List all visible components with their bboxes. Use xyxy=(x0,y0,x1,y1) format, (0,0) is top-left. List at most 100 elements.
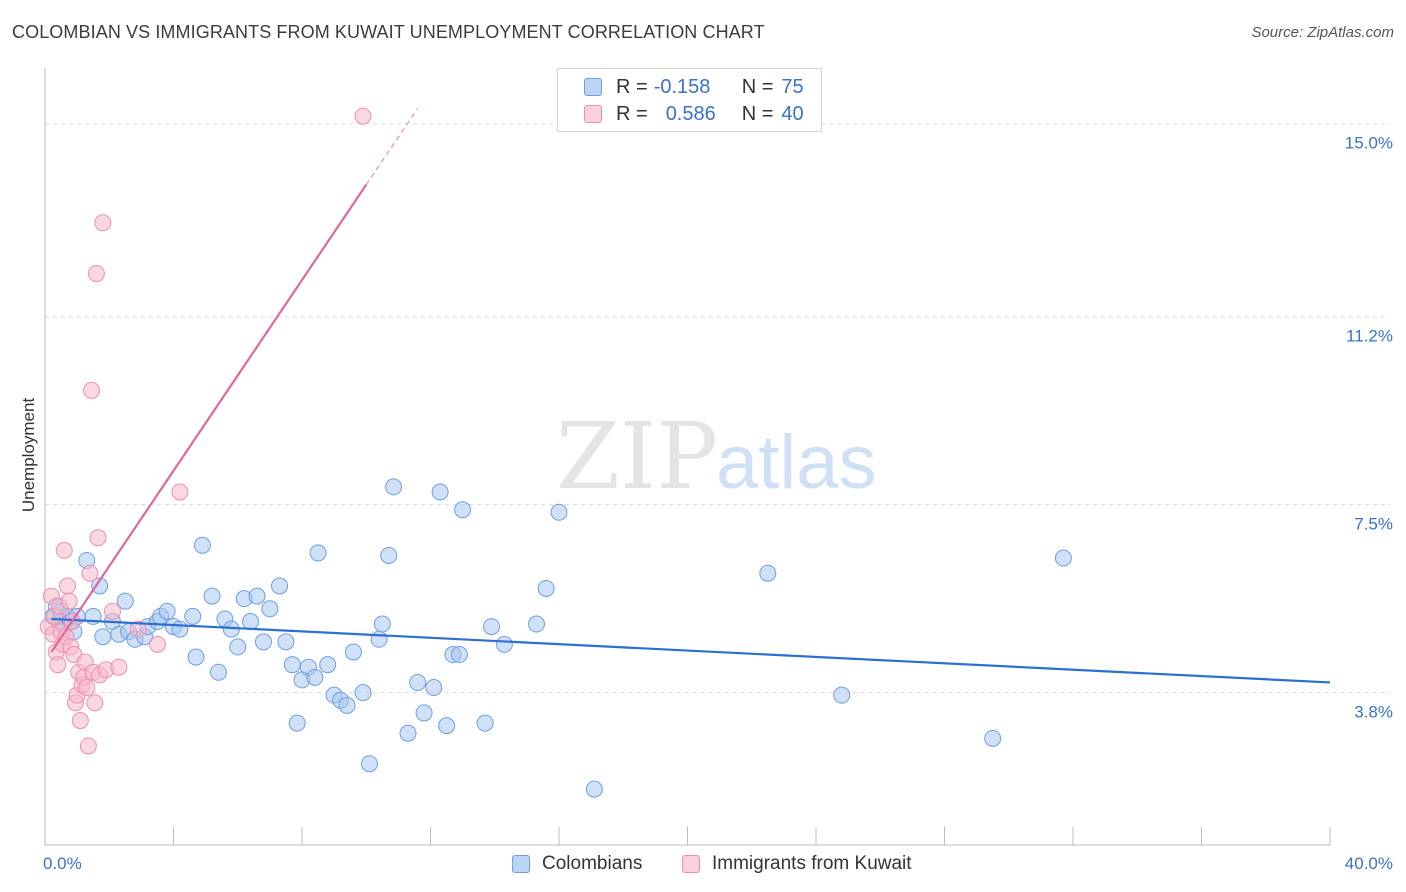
watermark: ZIP atlas xyxy=(556,403,877,510)
kuwait-point xyxy=(60,592,78,610)
colombian-point xyxy=(288,714,306,732)
colombian-point xyxy=(1054,549,1072,567)
colombian-point xyxy=(370,630,388,648)
colombian-point xyxy=(261,600,279,618)
kuwait-point xyxy=(86,694,104,712)
legend-r-label: R = xyxy=(616,102,648,125)
colombian-point xyxy=(229,638,247,656)
kuwait-point xyxy=(110,658,128,676)
bottom-legend-kuwait: Immigrants from Kuwait xyxy=(682,851,912,877)
colombian-point xyxy=(344,643,362,661)
y-tick-label: 11.2% xyxy=(1346,327,1393,346)
colombian-point xyxy=(203,587,221,605)
colombian-point xyxy=(454,501,472,519)
x-tick-label-max: 40.0% xyxy=(1345,854,1393,873)
colombian-point xyxy=(373,615,391,633)
legend-row-colombians: R = -0.158 N = 75 xyxy=(584,75,804,99)
colombian-point xyxy=(833,686,851,704)
kuwait-trend-line xyxy=(50,184,368,653)
kuwait-point xyxy=(83,381,101,399)
colombian-point xyxy=(271,577,289,595)
kuwait-trend-extension xyxy=(365,108,419,186)
kuwait-point xyxy=(58,577,76,595)
legend-swatch-pink xyxy=(584,105,602,123)
colombian-point xyxy=(283,656,301,674)
colombian-point xyxy=(399,724,417,742)
colombian-point xyxy=(248,587,266,605)
colombian-point xyxy=(94,628,112,646)
colombian-point xyxy=(380,546,398,564)
bottom-legend-swatch-pink xyxy=(682,855,700,873)
watermark-zip: ZIP xyxy=(556,403,718,510)
colombian-point xyxy=(306,668,324,686)
colombian-point xyxy=(209,663,227,681)
colombian-point xyxy=(171,620,189,638)
x-tick-label-min: 0.0% xyxy=(43,854,82,873)
colombian-point xyxy=(438,717,456,735)
bottom-legend-colombians: Colombians xyxy=(512,851,642,877)
colombian-point xyxy=(242,613,260,631)
kuwait-point xyxy=(78,679,96,697)
colombian-point xyxy=(984,729,1002,747)
colombian-point xyxy=(483,618,501,636)
source-label: Source: ZipAtlas.com xyxy=(1251,24,1394,41)
kuwait-point xyxy=(94,214,112,232)
colombian-point xyxy=(309,544,327,562)
y-tick-label: 15.0% xyxy=(1345,134,1393,153)
kuwait-point xyxy=(79,737,97,755)
legend-swatch-blue xyxy=(584,78,602,96)
colombian-point xyxy=(585,780,603,798)
colombian-point xyxy=(91,577,109,595)
kuwait-point xyxy=(55,541,73,559)
colombian-point xyxy=(550,503,568,521)
kuwait-point xyxy=(103,602,121,620)
colombian-point xyxy=(116,592,134,610)
colombian-point xyxy=(425,679,443,697)
legend-n-value-kuwait: 40 xyxy=(781,102,804,125)
trend-lines xyxy=(50,108,1331,684)
colombian-trend-line xyxy=(51,617,1331,684)
series-points xyxy=(39,107,1072,798)
legend-row-kuwait: R = 0.586 N = 40 xyxy=(584,102,804,126)
colombian-point xyxy=(187,648,205,666)
bottom-legend-label-kuwait: Immigrants from Kuwait xyxy=(712,853,912,874)
colombian-point xyxy=(354,684,372,702)
colombian-point xyxy=(415,704,433,722)
legend-r-value-colombians: -0.158 xyxy=(653,75,711,98)
axis-labels: 3.8% 7.5% 11.2% 15.0% 0.0% 40.0% Unemployment xyxy=(19,134,1393,873)
colombian-point xyxy=(537,579,555,597)
kuwait-point xyxy=(129,620,147,638)
colombian-point xyxy=(385,478,403,496)
colombian-point xyxy=(277,633,295,651)
legend-r-value-kuwait: 0.586 xyxy=(665,102,716,125)
colombian-point xyxy=(338,696,356,714)
y-axis-title: Unemployment xyxy=(19,398,38,513)
kuwait-point xyxy=(89,529,107,547)
kuwait-point xyxy=(81,564,99,582)
colombian-point xyxy=(450,646,468,664)
colombian-point xyxy=(360,755,378,773)
colombian-point xyxy=(184,607,202,625)
watermark-atlas: atlas xyxy=(716,420,877,505)
kuwait-point xyxy=(87,265,105,283)
bottom-legend-label-colombians: Colombians xyxy=(542,853,643,874)
colombian-point xyxy=(528,615,546,633)
legend-n-label: N = xyxy=(741,75,774,98)
colombian-point xyxy=(759,564,777,582)
y-tick-label: 3.8% xyxy=(1354,703,1393,722)
colombian-point xyxy=(158,602,176,620)
colombian-point xyxy=(409,673,427,691)
correlation-legend: R = -0.158 N = 75 R = 0.586 N = 40 xyxy=(557,68,822,132)
colombian-point xyxy=(476,714,494,732)
kuwait-point xyxy=(71,712,89,730)
y-tick-label: 7.5% xyxy=(1354,515,1393,534)
colombian-point xyxy=(495,635,513,653)
colombian-point xyxy=(254,633,272,651)
legend-r-label: R = xyxy=(616,75,648,98)
axes xyxy=(44,68,1331,846)
chart-title: COLOMBIAN VS IMMIGRANTS FROM KUWAIT UNEM… xyxy=(12,22,765,42)
kuwait-point xyxy=(49,656,67,674)
kuwait-point xyxy=(171,483,189,501)
bottom-legend-swatch-blue xyxy=(512,855,530,873)
